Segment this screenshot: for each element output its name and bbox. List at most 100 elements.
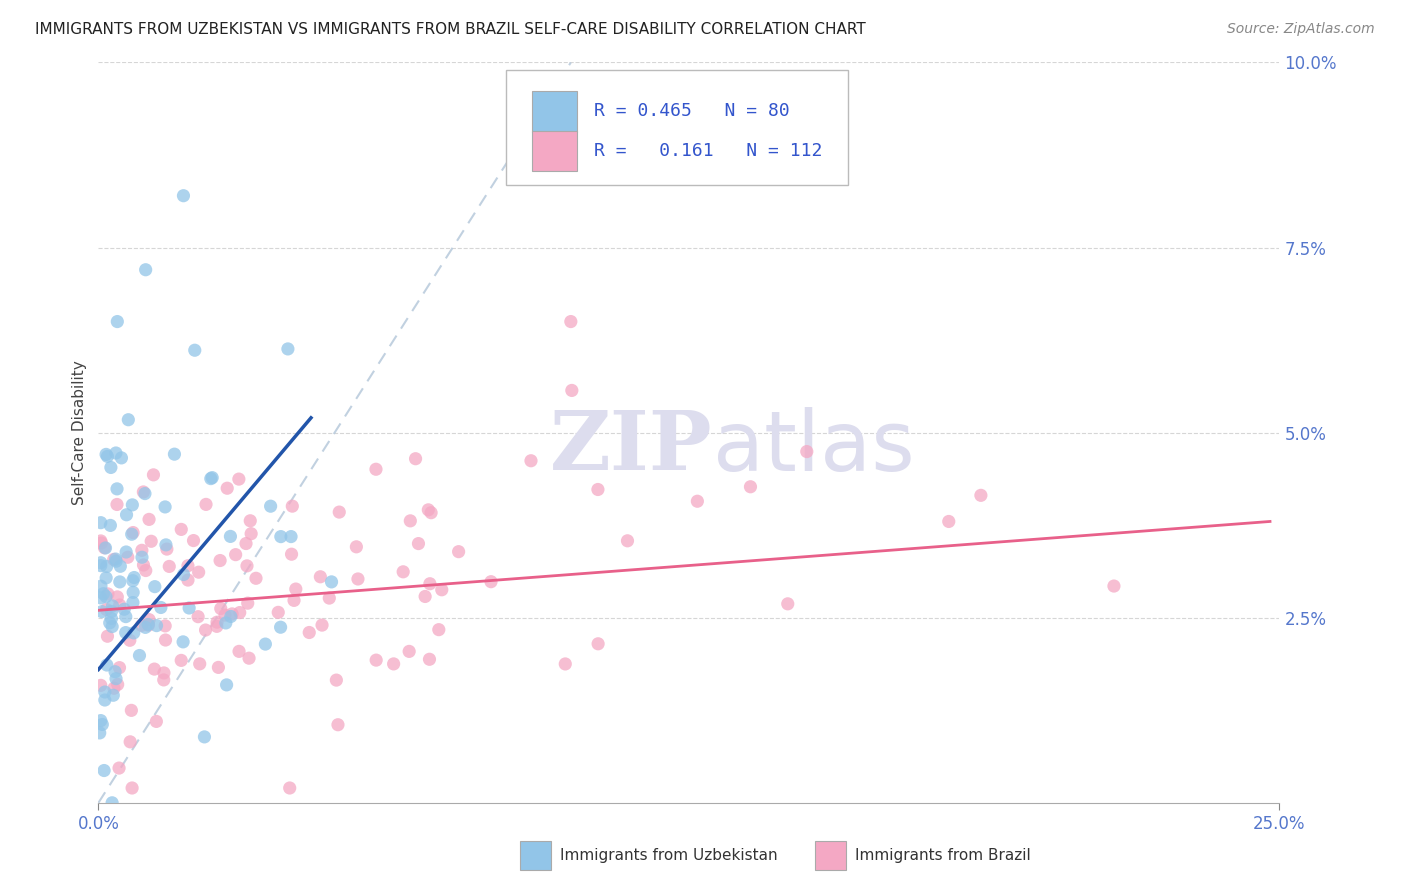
Point (382, 657, 405, 671)
Point (100, 518, 122, 533)
Point (254, 637, 277, 651)
Point (238, 651, 260, 665)
Point (245, 571, 267, 585)
Point (121, 780, 143, 795)
Point (184, 343, 207, 358)
Point (586, 637, 609, 651)
Point (122, 595, 145, 609)
Point (110, 559, 132, 574)
Point (796, 444, 818, 458)
Point (115, 545, 138, 559)
Point (143, 580, 166, 594)
Point (128, 648, 150, 663)
Text: IMMIGRANTS FROM UZBEKISTAN VS IMMIGRANTS FROM BRAZIL SELF-CARE DISABILITY CORREL: IMMIGRANTS FROM UZBEKISTAN VS IMMIGRANTS… (35, 22, 866, 37)
Point (105, 672, 128, 686)
Text: R =   0.161   N = 112: R = 0.161 N = 112 (595, 142, 823, 160)
Point (91, 587, 114, 601)
Point (121, 574, 143, 588)
Point (187, 609, 209, 624)
Point (328, 505, 350, 519)
Point (280, 547, 302, 561)
Point (201, 470, 224, 484)
Point (153, 665, 176, 680)
Point (318, 591, 340, 605)
Point (97, 587, 120, 601)
Point (155, 538, 177, 552)
Point (228, 472, 250, 486)
Point (970, 488, 993, 502)
Point (135, 262, 157, 277)
Point (101, 619, 124, 633)
Point (90, 579, 112, 593)
Point (105, 554, 128, 568)
Text: Immigrants from Uzbekistan: Immigrants from Uzbekistan (560, 848, 778, 863)
Point (90, 533, 112, 548)
Point (427, 623, 450, 637)
Point (270, 620, 292, 634)
Point (418, 652, 440, 666)
Point (1102, 579, 1125, 593)
Point (100, 604, 122, 618)
Point (142, 467, 165, 482)
Point (91, 717, 114, 731)
Text: Source: ZipAtlas.com: Source: ZipAtlas.com (1227, 22, 1375, 37)
Point (143, 662, 166, 676)
Point (430, 582, 453, 597)
Point (141, 534, 163, 549)
Point (103, 681, 125, 696)
Point (90, 536, 112, 550)
Point (103, 688, 125, 702)
Point (96, 658, 118, 673)
Point (225, 548, 247, 562)
Point (89, 726, 111, 740)
Point (170, 523, 193, 537)
Point (479, 574, 502, 589)
Point (90, 678, 112, 692)
Point (101, 796, 124, 810)
Point (112, 602, 135, 616)
Point (94, 685, 117, 699)
Point (122, 570, 145, 584)
FancyBboxPatch shape (506, 70, 848, 185)
Point (152, 673, 174, 687)
Point (94, 571, 117, 585)
Point (347, 572, 370, 586)
Point (163, 447, 186, 461)
Point (209, 601, 232, 615)
Point (145, 714, 167, 729)
Point (413, 590, 436, 604)
Point (217, 481, 239, 495)
Point (131, 543, 153, 558)
Point (117, 413, 139, 427)
Point (270, 530, 292, 544)
Point (104, 552, 127, 566)
Point (173, 567, 195, 582)
Point (132, 558, 155, 572)
Point (398, 644, 420, 658)
Point (561, 384, 583, 398)
Point (122, 585, 145, 599)
Point (205, 615, 228, 629)
Point (134, 620, 156, 634)
Point (94, 541, 117, 555)
Point (93, 764, 115, 778)
Point (104, 446, 127, 460)
Point (108, 660, 131, 674)
Point (177, 573, 200, 587)
Point (114, 625, 136, 640)
Point (90, 558, 112, 573)
Point (344, 540, 367, 554)
Point (94, 590, 117, 604)
Point (183, 533, 205, 548)
Point (298, 625, 321, 640)
Point (101, 599, 124, 613)
Point (120, 735, 142, 749)
Point (277, 342, 299, 356)
Point (267, 606, 290, 620)
Point (117, 550, 139, 565)
Point (194, 623, 217, 637)
Point (309, 570, 332, 584)
Point (215, 615, 238, 630)
Point (120, 703, 142, 717)
Point (240, 526, 263, 541)
